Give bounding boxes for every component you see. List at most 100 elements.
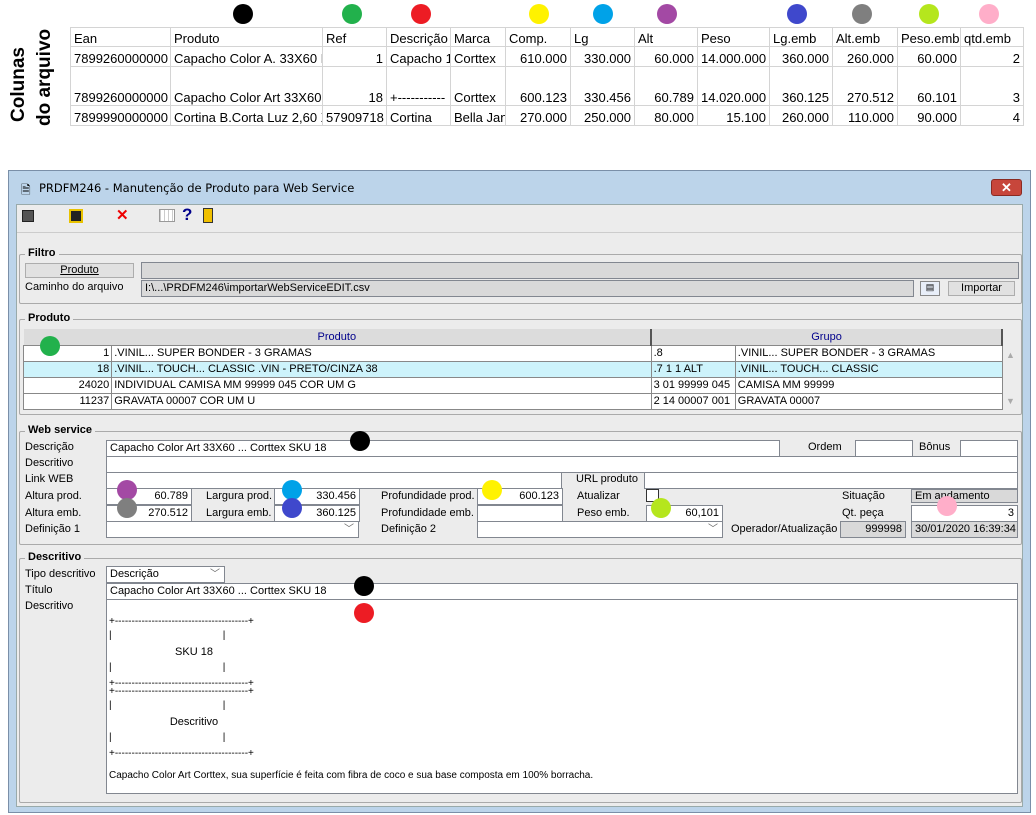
column-header[interactable]: Alt.emb xyxy=(832,27,898,47)
importar-button[interactable]: Importar xyxy=(948,281,1015,296)
cell[interactable]: 330.000 xyxy=(570,46,635,67)
prof-emb-input[interactable] xyxy=(477,505,563,522)
definicao2-select[interactable]: ﹀ xyxy=(477,521,723,538)
grid-icon[interactable] xyxy=(159,209,175,222)
caminho-input[interactable]: I:\...\PRDFM246\importarWebServiceEDIT.c… xyxy=(141,280,914,297)
cell[interactable]: 2 xyxy=(960,46,1024,67)
column-header[interactable]: Peso xyxy=(697,27,770,47)
cell: 2 14 00007 001 xyxy=(650,392,736,410)
definicao1-select[interactable]: ﹀ xyxy=(106,521,359,538)
descritivo-textarea[interactable]: +---------------------------------------… xyxy=(106,599,1018,794)
cell[interactable]: 3 xyxy=(960,66,1024,106)
save-icon[interactable] xyxy=(69,209,83,223)
column-header[interactable]: Lg xyxy=(570,27,635,47)
cell[interactable]: 600.123 xyxy=(505,66,571,106)
cell[interactable]: Corttex xyxy=(450,66,506,106)
scroll-down-icon[interactable]: ▼ xyxy=(1006,396,1015,406)
cell: .8 xyxy=(650,344,736,362)
cell[interactable]: 610.000 xyxy=(505,46,571,67)
help-icon[interactable]: ? xyxy=(182,205,193,224)
exit-icon[interactable] xyxy=(203,208,213,223)
cell[interactable]: 7899990000000 xyxy=(70,105,171,126)
cell[interactable]: 7899260000000 xyxy=(70,66,171,106)
descricao-input[interactable]: Capacho Color Art 33X60 ... Corttex SKU … xyxy=(106,440,780,457)
cell[interactable]: 80.000 xyxy=(634,105,698,126)
cell[interactable]: 60.789 xyxy=(634,66,698,106)
caption-line-2: do arquivo xyxy=(34,28,55,126)
purple-marker xyxy=(117,480,137,500)
column-header[interactable]: Alt xyxy=(634,27,698,47)
cell[interactable]: 60.000 xyxy=(634,46,698,67)
cell[interactable]: 7899260000000 xyxy=(70,46,171,67)
produto-filter-field[interactable] xyxy=(141,262,1019,279)
produto-filter-button[interactable]: Produto xyxy=(25,263,134,278)
columns-caption: Colunas do arquivo xyxy=(6,22,58,130)
cell[interactable]: 1 xyxy=(322,46,387,67)
cell[interactable]: 18 xyxy=(322,66,387,106)
cell[interactable]: 60.101 xyxy=(897,66,961,106)
altura-prod-label: Altura prod. xyxy=(25,490,82,502)
cell[interactable]: 14.000.000 xyxy=(697,46,770,67)
cell[interactable]: 4 xyxy=(960,105,1024,126)
cell[interactable]: 15.100 xyxy=(697,105,770,126)
column-header[interactable]: Produto xyxy=(170,27,323,47)
descritivo-input[interactable] xyxy=(106,456,1018,473)
cell[interactable]: 90.000 xyxy=(897,105,961,126)
cell[interactable]: Capacho Color A. 33X60 R xyxy=(170,46,323,67)
table-row[interactable]: 18 .VINIL... TOUCH... CLASSIC .VIN - PRET… xyxy=(22,360,1003,378)
cell[interactable]: Capacho 1 xyxy=(386,46,451,67)
cell[interactable]: +----------- xyxy=(386,66,451,106)
cell[interactable]: 330.456 xyxy=(570,66,635,106)
cell[interactable]: Corttex xyxy=(450,46,506,67)
cell[interactable]: 360.000 xyxy=(769,46,833,67)
column-header[interactable]: Descrição xyxy=(386,27,451,47)
tipo-descritivo-select[interactable]: Descrição ﹀ xyxy=(106,566,225,583)
column-grupo[interactable]: Grupo xyxy=(651,329,1003,345)
table-row[interactable]: 1 .VINIL... SUPER BONDER - 3 GRAMAS .8 .VIN… xyxy=(22,344,1003,362)
ordem-input[interactable] xyxy=(855,440,913,457)
cell[interactable]: 270.512 xyxy=(832,66,898,106)
table-row[interactable]: 24020 INDIVIDUAL CAMISA MM 99999 045 COR … xyxy=(22,376,1003,394)
descritivo-line: +---------------------------------------… xyxy=(109,678,254,689)
browse-icon[interactable]: ▤ xyxy=(920,281,940,296)
cell: .VINIL... SUPER BONDER - 3 GRAMAS xyxy=(111,344,652,362)
descritivo-line: +---------------------------------------… xyxy=(109,748,254,759)
cell[interactable]: 270.000 xyxy=(505,105,571,126)
url-produto-input[interactable] xyxy=(644,472,1018,489)
cell[interactable]: 14.020.000 xyxy=(697,66,770,106)
column-header[interactable]: Comp. xyxy=(505,27,571,47)
cell[interactable]: Cortina B.Corta Luz 2,60 X xyxy=(170,105,323,126)
descritivo-line: | | xyxy=(109,630,226,641)
cell[interactable]: 110.000 xyxy=(832,105,898,126)
cell[interactable]: Capacho Color Art 33X60 xyxy=(170,66,323,106)
column-produto[interactable]: Produto xyxy=(23,329,653,345)
cell[interactable]: Bella Jan xyxy=(450,105,506,126)
column-header[interactable]: Ref xyxy=(322,27,387,47)
situacao-label: Situação xyxy=(842,490,885,502)
red-marker xyxy=(354,603,374,623)
column-header[interactable]: Marca xyxy=(450,27,506,47)
cell[interactable]: 250.000 xyxy=(570,105,635,126)
delete-icon[interactable]: ✕ xyxy=(116,207,129,224)
column-header[interactable]: qtd.emb xyxy=(960,27,1024,47)
cell[interactable]: Cortina xyxy=(386,105,451,126)
qt-peca-input[interactable]: 3 xyxy=(911,505,1018,522)
spreadsheet-columns: Ean Produto Ref Descrição Marca Comp. Lg Alt Pes… xyxy=(70,27,1024,126)
cell[interactable]: 260.000 xyxy=(832,46,898,67)
bonus-input[interactable] xyxy=(960,440,1018,457)
cell[interactable]: 57909718 xyxy=(322,105,387,126)
scroll-up-icon[interactable]: ▲ xyxy=(1006,350,1015,360)
column-header[interactable]: Lg.emb xyxy=(769,27,833,47)
close-button[interactable]: ✕ xyxy=(991,179,1022,196)
export-icon[interactable] xyxy=(22,210,34,222)
lime-marker xyxy=(919,4,939,24)
cell[interactable]: 60.000 xyxy=(897,46,961,67)
titulo-input[interactable]: Capacho Color Art 33X60 ... Corttex SKU … xyxy=(106,583,1018,600)
cell[interactable]: 360.125 xyxy=(769,66,833,106)
column-header[interactable]: Peso.emb xyxy=(897,27,961,47)
column-header[interactable]: Ean xyxy=(70,27,171,47)
ordem-label: Ordem xyxy=(808,441,842,453)
black-marker xyxy=(350,431,370,451)
cell[interactable]: 260.000 xyxy=(769,105,833,126)
